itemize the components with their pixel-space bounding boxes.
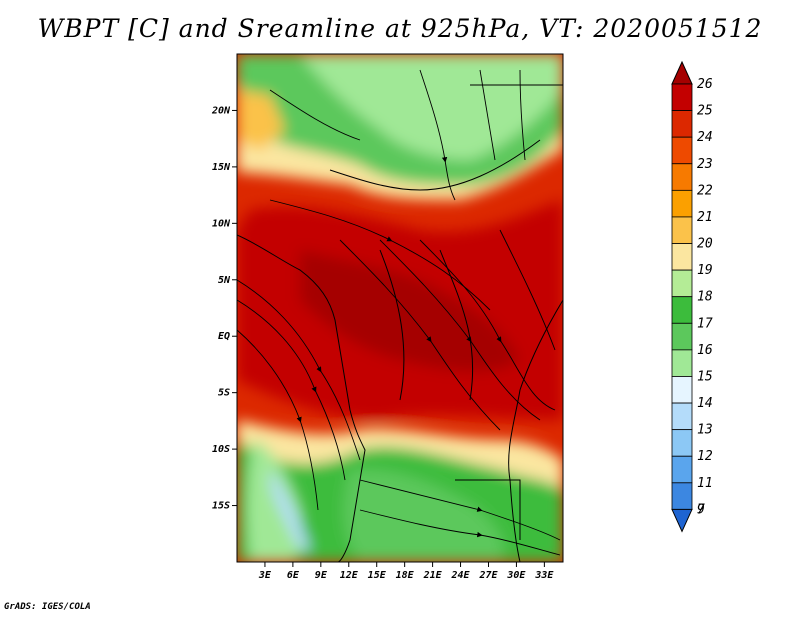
colorbar-swatch (671, 482, 693, 510)
colorbar-label: 15 (697, 369, 713, 384)
colorbar-label: 24 (697, 130, 713, 145)
lon-label: 21E (423, 570, 443, 581)
colorbar: 26 25 24 23 22 21 20 19 18 17 16 15 14 13 12 11 97 (671, 60, 713, 533)
colorbar-swatch (671, 429, 693, 457)
colorbar-label: 17 (697, 316, 713, 331)
lat-label: 15S (212, 501, 230, 512)
lat-label: 20N (211, 105, 231, 116)
colorbar-swatch (671, 110, 693, 138)
lat-label: 15N (212, 162, 231, 173)
longitude-axis: 3E 6E 9E 12E 15E 18E 21E 24E 27E 30E 33E (258, 562, 554, 581)
map-title: WBPT [C] and Sreamline at 925hPa, VT: 20… (37, 14, 763, 43)
colorbar-label: 26 (697, 77, 713, 92)
colorbar-label: 25 (697, 104, 713, 119)
colorbar-swatch (671, 269, 693, 298)
colorbar-swatch (671, 243, 693, 271)
lon-label: 6E (287, 570, 300, 581)
lat-label: EQ (218, 331, 230, 342)
colorbar-label: 11 (697, 476, 713, 491)
colorbar-bottom-triangle (671, 508, 693, 533)
colorbar-label: 16 (697, 343, 713, 358)
colorbar-top-triangle (671, 60, 693, 85)
colorbar-swatch (671, 136, 693, 165)
colorbar-label: 9 (697, 502, 705, 517)
lon-label: 12E (340, 570, 359, 581)
lon-label: 15E (368, 570, 387, 581)
lon-label: 9E (315, 570, 328, 581)
lat-label: 10S (212, 444, 230, 455)
lon-label: 27E (478, 570, 498, 581)
colorbar-label: 7 (697, 502, 705, 517)
grads-credit: GrADS: IGES/COLA (4, 602, 91, 612)
wbpt-field (237, 54, 563, 562)
lon-label: 33E (534, 570, 554, 581)
colorbar-swatch (671, 163, 693, 191)
colorbar-swatch (671, 216, 693, 244)
colorbar-swatch (671, 455, 693, 484)
colorbar-swatch (671, 402, 693, 431)
latitude-axis: 20N 15N 10N 5N EQ 5S 10S 15S (211, 105, 237, 512)
map-frame (236, 53, 564, 563)
colorbar-swatch (671, 322, 693, 351)
colorbar-label: 21 (697, 210, 713, 225)
colorbar-label: 14 (697, 396, 713, 411)
lon-label: 18E (396, 570, 415, 581)
lat-label: 10N (212, 218, 231, 229)
colorbar-label: 20 (697, 237, 713, 252)
colorbar-label: 22 (697, 183, 713, 198)
colorbar-label: 13 (697, 423, 713, 438)
lat-label: 5N (218, 275, 231, 286)
colorbar-label: 19 (697, 263, 713, 278)
lon-label: 30E (506, 570, 526, 581)
colorbar-label: 12 (697, 449, 713, 464)
colorbar-swatch (671, 189, 693, 218)
colorbar-label: 18 (697, 290, 713, 305)
colorbar-label: 23 (697, 157, 713, 172)
colorbar-swatch (671, 296, 693, 324)
colorbar-swatch (671, 376, 693, 404)
lon-label: 24E (451, 570, 471, 581)
lon-label: 3E (258, 570, 272, 581)
lat-label: 5S (218, 388, 230, 399)
colorbar-swatch (671, 349, 693, 377)
colorbar-swatch (671, 83, 693, 111)
